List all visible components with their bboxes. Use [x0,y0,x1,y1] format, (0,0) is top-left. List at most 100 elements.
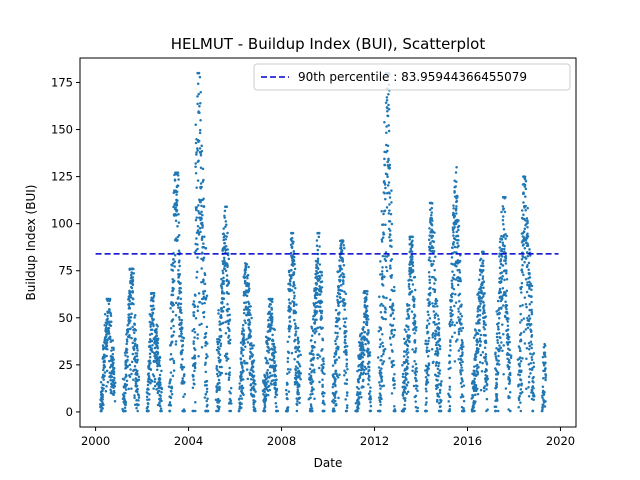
data-point [522,213,525,217]
data-point [197,292,201,295]
data-point [318,277,322,280]
data-point [218,388,221,392]
data-point [381,362,384,365]
data-point [405,353,408,356]
data-point [316,292,319,295]
data-point [406,359,409,363]
data-point [438,389,442,392]
data-point [450,309,454,313]
data-point [530,295,533,298]
data-point [222,227,225,230]
data-point [432,250,435,253]
data-point [544,378,547,382]
data-point [106,317,109,321]
data-point [196,305,200,308]
data-point [542,393,546,397]
data-point [501,286,505,290]
data-point [322,395,325,398]
data-point [454,185,457,188]
data-point [345,365,348,368]
data-point [270,308,274,311]
data-point [179,308,183,312]
data-point [403,407,407,410]
data-point [130,372,133,376]
data-point [202,256,206,260]
data-point [148,393,151,396]
data-point [434,329,437,333]
data-point [225,274,229,277]
data-point [215,348,219,352]
data-point [269,303,272,306]
data-point [176,184,180,187]
data-point [292,296,296,300]
data-point [360,332,364,335]
data-point [544,376,547,379]
data-point [224,248,227,251]
data-point [285,409,288,413]
data-point [245,294,249,298]
data-point [457,307,460,311]
data-point [343,308,346,311]
data-point [495,332,499,335]
data-point [380,359,383,362]
data-point [217,356,220,359]
data-point [196,243,199,246]
data-point [381,332,384,336]
data-point [459,327,462,330]
data-point [542,403,545,407]
data-point [389,298,392,302]
data-point [137,394,141,397]
data-point [479,257,483,261]
data-point [122,395,126,398]
data-point [404,387,407,390]
data-point [295,403,299,406]
data-point [532,375,535,379]
data-point [320,316,324,320]
data-point [132,267,135,271]
data-point [437,331,441,335]
data-point [292,259,296,263]
data-point [476,340,480,344]
data-point [268,348,271,352]
data-point [124,386,127,389]
data-point [478,343,482,347]
data-point [543,344,547,347]
data-point [124,391,127,395]
data-point [194,165,197,169]
data-point [249,378,253,381]
data-point [482,309,486,312]
data-point [194,294,197,297]
data-point [174,301,178,305]
data-point [204,246,208,250]
data-point [191,386,195,389]
data-point [457,332,461,336]
data-point [321,385,324,389]
data-point [129,294,132,297]
data-point [500,238,504,241]
data-point [250,316,253,320]
data-point [425,324,429,327]
data-point [124,400,128,404]
data-point [201,251,204,255]
data-point [451,292,454,295]
data-point [130,360,134,364]
x-tick-label: 2016 [453,434,482,448]
data-point [436,333,440,336]
data-point [218,385,221,389]
data-point [508,396,511,399]
data-point [476,370,479,373]
data-point [322,359,325,363]
data-point [503,210,507,214]
data-point [434,343,438,347]
data-point [406,351,410,354]
data-point [126,359,129,362]
data-point [334,370,337,373]
data-point [193,330,197,334]
data-point [108,298,112,302]
data-point [148,359,151,362]
data-point [192,342,195,346]
data-point [381,266,384,269]
data-point [380,367,383,370]
data-point [150,379,154,383]
data-point [174,206,178,210]
